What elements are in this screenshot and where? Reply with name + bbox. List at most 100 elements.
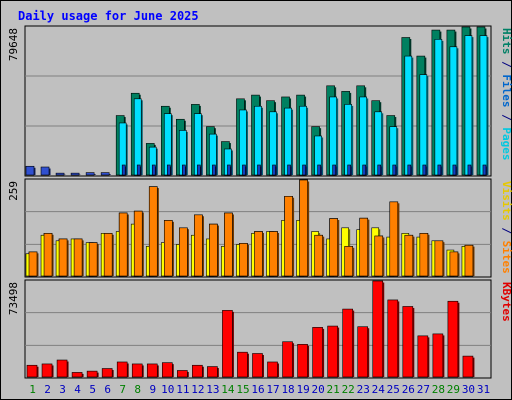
- kbytes-bar: [342, 308, 353, 378]
- files-bar: [287, 164, 291, 176]
- kbytes-bar: [357, 326, 369, 378]
- kbytes-bar: [86, 370, 98, 378]
- legend-label: /: [500, 108, 512, 128]
- files-bar: [482, 164, 487, 176]
- sites-bar: [194, 214, 203, 277]
- x-tick-label: 25: [387, 383, 400, 396]
- sites-bar: [58, 238, 68, 277]
- sites-bar: [28, 251, 38, 277]
- kbytes-bar: [207, 366, 218, 378]
- x-tick-label: 9: [149, 383, 156, 396]
- sites-bar: [329, 218, 338, 277]
- x-axis-labels: 1 2 3 4 5 6 7 8 9 10 11 12 13 14 15 16 17 18 19 20 21 22 23 24 2…: [29, 383, 490, 396]
- x-tick-label: 22: [342, 383, 355, 396]
- pages-bar: [479, 35, 488, 176]
- sites-bar: [419, 233, 429, 277]
- files-bar: [121, 164, 126, 176]
- chart-title: Daily usage for June 2025: [18, 9, 199, 23]
- panel-max-label: 79648: [7, 28, 20, 61]
- x-tick-label: 27: [417, 383, 430, 396]
- files-bar: [317, 164, 321, 176]
- panel-legend: Visits / Sites: [500, 181, 512, 274]
- pages-bar: [299, 105, 307, 176]
- kbytes-bar: [432, 333, 444, 378]
- kbytes-bar: [222, 310, 233, 378]
- kbytes-bar: [116, 361, 128, 378]
- sites-bar: [148, 186, 158, 277]
- x-tick-label: 8: [134, 383, 141, 396]
- files-bar: [227, 164, 231, 176]
- x-tick-label: 14: [221, 383, 235, 396]
- pages-bar: [254, 105, 262, 176]
- kbytes-bar: [177, 370, 188, 378]
- files-bar: [257, 164, 261, 176]
- kbytes-bar: [192, 364, 203, 378]
- panel-middle: 259 Visits / Sites: [7, 178, 512, 278]
- panel-legend: Hits / Files / Pages: [500, 28, 512, 161]
- kbytes-bar: [282, 341, 293, 378]
- files-bar: [347, 164, 351, 176]
- sites-bar: [118, 212, 128, 277]
- legend-label: Sites: [500, 241, 512, 274]
- sites-bar: [284, 196, 293, 277]
- kbytes-bar: [131, 363, 143, 378]
- x-tick-label: 17: [266, 383, 279, 396]
- kbytes-bar: [447, 300, 459, 378]
- sites-bar: [163, 220, 173, 277]
- x-tick-label: 26: [402, 383, 415, 396]
- x-tick-label: 1: [29, 383, 36, 396]
- panel-top: 79648 Hits / Files / Pages: [7, 25, 512, 177]
- sites-bar: [464, 244, 474, 277]
- kbytes-bar: [56, 359, 68, 378]
- sites-bar: [434, 240, 444, 277]
- sites-bar: [179, 227, 188, 277]
- pages-bar: [419, 74, 428, 176]
- kbytes-bar: [297, 344, 308, 378]
- x-tick-label: 24: [372, 383, 386, 396]
- files-bar: [197, 164, 201, 176]
- files-bar: [166, 164, 171, 176]
- files-bar: [332, 164, 336, 176]
- sites-bar: [73, 238, 83, 277]
- x-tick-label: 31: [477, 383, 490, 396]
- sites-bar: [374, 235, 384, 277]
- files-bar: [407, 164, 412, 176]
- kbytes-bar: [372, 280, 384, 378]
- sites-bar: [254, 231, 263, 277]
- panel-bottom: 73498 KBytes: [7, 279, 512, 379]
- x-tick-label: 29: [447, 383, 460, 396]
- hits-bar: [70, 172, 80, 176]
- pages-bar: [464, 35, 473, 176]
- sites-bar: [224, 212, 233, 277]
- kbytes-bar: [26, 364, 38, 378]
- chart-panels: 79648 Hits / Files / Pages 259 Visits / Sit…: [7, 25, 512, 379]
- sites-bar: [344, 246, 353, 277]
- files-bar: [151, 164, 156, 176]
- files-bar: [302, 164, 306, 176]
- x-tick-label: 30: [462, 383, 475, 396]
- kbytes-bar: [161, 362, 173, 378]
- kbytes-bar: [312, 327, 323, 378]
- files-bar: [467, 164, 472, 176]
- sites-bar: [239, 243, 248, 277]
- panel-max-label: 259: [7, 181, 20, 201]
- files-bar: [272, 164, 276, 176]
- kbytes-bar: [417, 335, 429, 378]
- sites-bar: [269, 231, 278, 277]
- hits-bar: [85, 172, 95, 176]
- files-bar: [362, 164, 367, 176]
- pages-bar: [359, 96, 368, 176]
- legend-label: Pages: [500, 127, 512, 160]
- x-tick-label: 10: [161, 383, 174, 396]
- sites-bar: [449, 251, 459, 277]
- x-tick-label: 19: [296, 383, 309, 396]
- x-tick-label: 18: [281, 383, 294, 396]
- kbytes-bar: [71, 372, 83, 378]
- x-tick-label: 15: [236, 383, 249, 396]
- files-bar: [242, 164, 246, 176]
- x-tick-label: 12: [191, 383, 204, 396]
- pages-bar: [434, 39, 443, 176]
- x-tick-label: 7: [119, 383, 126, 396]
- sites-bar: [103, 233, 113, 277]
- hits-bar: [100, 172, 110, 176]
